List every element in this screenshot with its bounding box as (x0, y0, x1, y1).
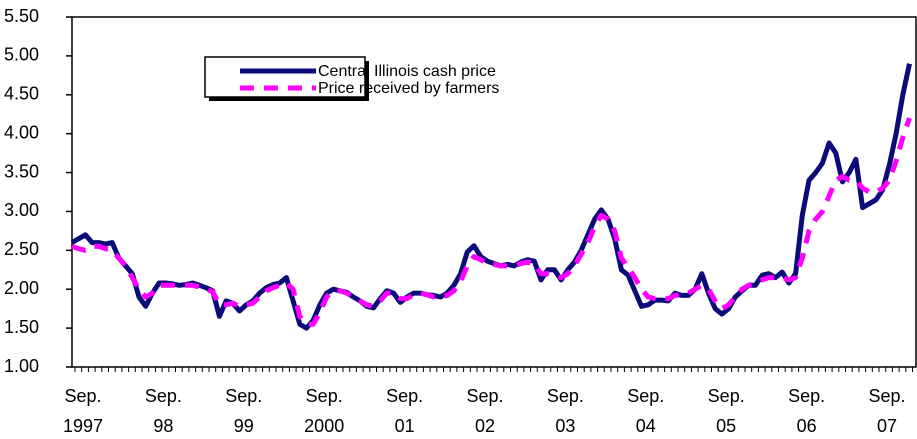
x-tick-label-line: Sep. (386, 386, 423, 406)
x-tick-label-line: Sep. (788, 386, 825, 406)
x-tick-label-line: 2000 (304, 416, 344, 436)
y-tick-label: 2.50 (4, 239, 39, 259)
legend-label: Central Illinois cash price (318, 63, 496, 80)
y-tick-label: 1.50 (4, 317, 39, 337)
x-tick-label-line: Sep. (627, 386, 664, 406)
x-tick-label: Sep. 06 (788, 386, 825, 436)
x-tick-label: Sep. 03 (547, 386, 584, 436)
series-line (71, 117, 912, 327)
x-tick-label: Sep. 01 (386, 386, 423, 436)
x-tick-label-line: Sep. (306, 386, 343, 406)
plot-area (70, 63, 912, 331)
x-tick-label-line: Sep. (225, 386, 262, 406)
legend-box (204, 56, 366, 98)
x-tick-label-line: 03 (555, 416, 575, 436)
legend: Central Illinois cash price Price receiv… (204, 56, 499, 101)
y-tick-label: 3.50 (4, 161, 39, 181)
legend-label: Price received by farmers (318, 80, 499, 97)
y-tick-label: 3.00 (4, 200, 39, 220)
x-tick-label: Sep. 04 (627, 386, 664, 436)
y-tick-label: 5.50 (4, 6, 39, 26)
y-tick-label: 4.50 (4, 84, 39, 104)
y-tick-label: 4.00 (4, 122, 39, 142)
x-tick-label-line: 02 (475, 416, 495, 436)
x-tick-label-line: Sep. (868, 386, 905, 406)
x-tick-label-line: Sep. (708, 386, 745, 406)
x-tick-label-line: 06 (797, 416, 817, 436)
x-tick-label-line: 07 (877, 416, 897, 436)
x-tick-label-line: 98 (153, 416, 173, 436)
x-tick-label: Sep. 98 (145, 386, 182, 436)
x-tick-label: Sep. 1997 (63, 386, 103, 436)
x-tick-label-line: Sep. (547, 386, 584, 406)
x-tick-label-line: Sep. (466, 386, 503, 406)
x-tick-label-line: Sep. (145, 386, 182, 406)
x-tick-label-line: 04 (636, 416, 656, 436)
x-tick-label: Sep. 02 (466, 386, 503, 436)
y-tick-label: 1.00 (4, 356, 39, 376)
y-tick-label: 5.00 (4, 45, 39, 65)
x-tick-label: Sep. 07 (868, 386, 905, 436)
x-tick-label: Sep. 2000 (304, 386, 344, 436)
y-tick-label: 2.00 (4, 278, 39, 298)
x-tick-label-line: 1997 (63, 416, 103, 436)
x-tick-label-line: 99 (234, 416, 254, 436)
x-tick-label: Sep. 99 (225, 386, 262, 436)
x-tick-label: Sep. 05 (708, 386, 745, 436)
x-tick-label-line: 01 (395, 416, 415, 436)
x-tick-label-line: 05 (716, 416, 736, 436)
x-tick-label-line: Sep. (64, 386, 101, 406)
